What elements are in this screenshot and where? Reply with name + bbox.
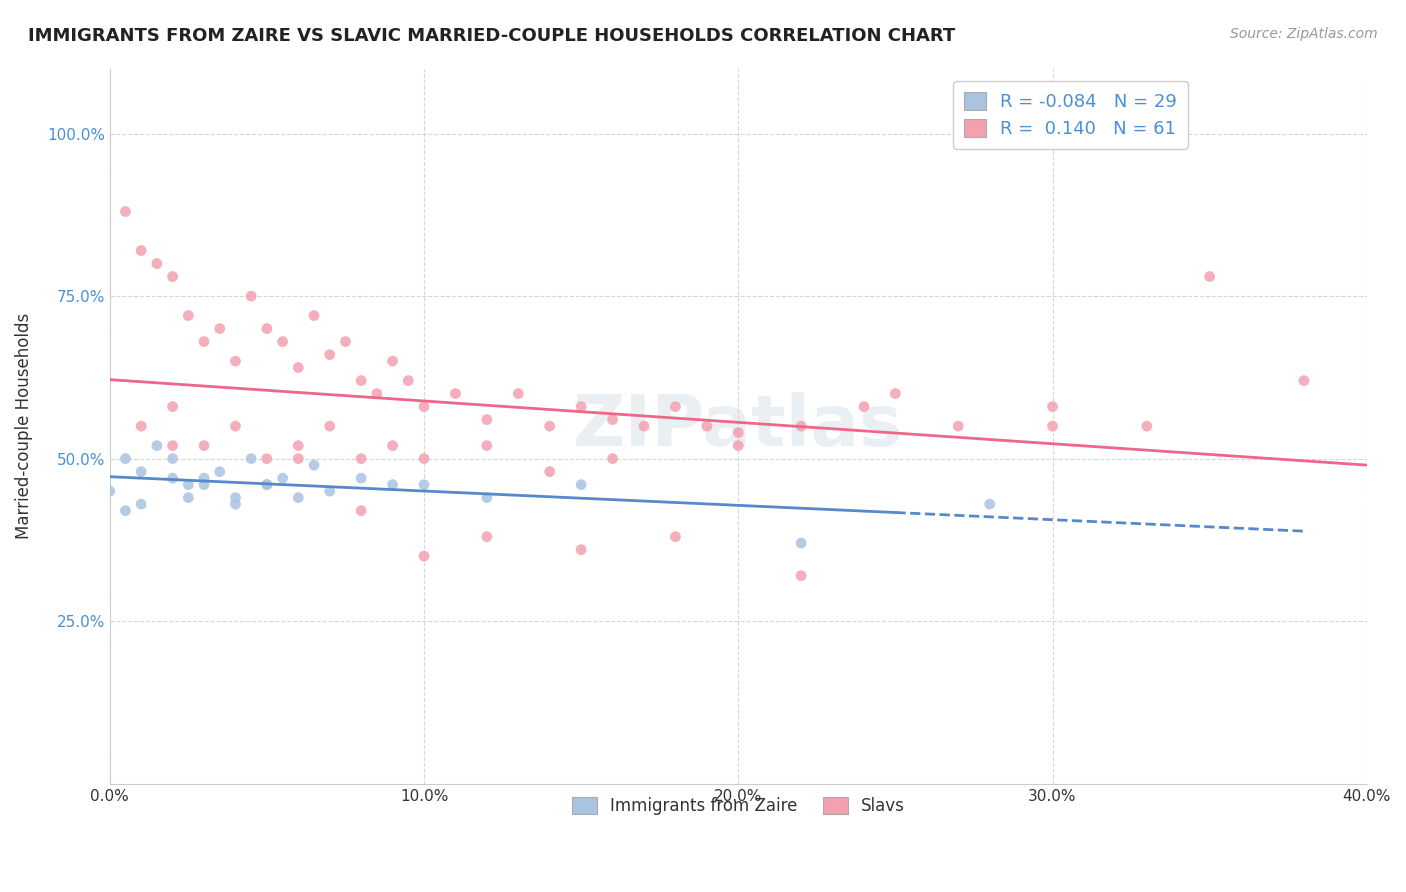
Point <box>569 477 592 491</box>
Point <box>381 354 404 368</box>
Point <box>129 419 152 434</box>
Point <box>475 491 498 505</box>
Point <box>853 400 876 414</box>
Point <box>302 458 325 472</box>
Point <box>413 549 436 564</box>
Point <box>381 477 404 491</box>
Point <box>287 451 309 466</box>
Y-axis label: Married-couple Households: Married-couple Households <box>15 313 32 540</box>
Point <box>146 439 169 453</box>
Point <box>350 451 373 466</box>
Point <box>569 542 592 557</box>
Point <box>884 386 907 401</box>
Point <box>413 400 436 414</box>
Point <box>193 477 215 491</box>
Point <box>256 477 278 491</box>
Text: ZIPatlas: ZIPatlas <box>574 392 903 460</box>
Point <box>287 439 309 453</box>
Point <box>224 497 246 511</box>
Point <box>98 484 121 499</box>
Point <box>208 465 231 479</box>
Point <box>319 348 342 362</box>
Point <box>208 321 231 335</box>
Point <box>664 400 686 414</box>
Point <box>177 477 200 491</box>
Point <box>335 334 357 349</box>
Point <box>162 471 184 485</box>
Point <box>162 400 184 414</box>
Point <box>664 530 686 544</box>
Point <box>979 497 1001 511</box>
Point <box>602 412 624 426</box>
Point <box>193 439 215 453</box>
Point <box>162 451 184 466</box>
Point <box>256 321 278 335</box>
Point <box>271 471 294 485</box>
Point <box>508 386 530 401</box>
Point <box>538 465 561 479</box>
Point <box>162 439 184 453</box>
Point <box>177 491 200 505</box>
Point <box>727 425 749 440</box>
Point <box>696 419 718 434</box>
Point <box>114 451 136 466</box>
Point <box>1198 269 1220 284</box>
Point <box>475 530 498 544</box>
Point <box>633 419 655 434</box>
Point <box>1292 374 1315 388</box>
Point <box>114 503 136 517</box>
Point <box>475 439 498 453</box>
Point <box>569 400 592 414</box>
Point <box>129 244 152 258</box>
Point <box>271 334 294 349</box>
Point <box>193 471 215 485</box>
Point <box>790 536 813 550</box>
Point <box>350 503 373 517</box>
Point <box>1136 419 1159 434</box>
Point <box>256 451 278 466</box>
Point <box>224 491 246 505</box>
Point <box>287 360 309 375</box>
Point <box>146 256 169 270</box>
Point <box>177 309 200 323</box>
Point <box>162 269 184 284</box>
Point <box>444 386 467 401</box>
Point <box>129 497 152 511</box>
Point <box>114 204 136 219</box>
Point <box>790 419 813 434</box>
Point <box>350 374 373 388</box>
Point <box>727 439 749 453</box>
Point <box>790 568 813 582</box>
Point <box>224 354 246 368</box>
Point <box>381 439 404 453</box>
Point <box>319 484 342 499</box>
Point <box>1042 400 1064 414</box>
Point <box>224 419 246 434</box>
Text: Source: ZipAtlas.com: Source: ZipAtlas.com <box>1230 27 1378 41</box>
Point <box>287 491 309 505</box>
Point <box>948 419 970 434</box>
Point <box>413 451 436 466</box>
Point <box>240 451 263 466</box>
Point <box>538 419 561 434</box>
Point <box>193 334 215 349</box>
Point <box>129 465 152 479</box>
Point <box>1042 419 1064 434</box>
Point <box>240 289 263 303</box>
Point <box>256 477 278 491</box>
Point <box>413 477 436 491</box>
Legend: Immigrants from Zaire, Slavs: Immigrants from Zaire, Slavs <box>562 788 915 825</box>
Point <box>475 412 498 426</box>
Point <box>602 451 624 466</box>
Text: IMMIGRANTS FROM ZAIRE VS SLAVIC MARRIED-COUPLE HOUSEHOLDS CORRELATION CHART: IMMIGRANTS FROM ZAIRE VS SLAVIC MARRIED-… <box>28 27 955 45</box>
Point <box>350 471 373 485</box>
Point <box>302 309 325 323</box>
Point <box>366 386 388 401</box>
Point <box>396 374 419 388</box>
Point <box>319 419 342 434</box>
